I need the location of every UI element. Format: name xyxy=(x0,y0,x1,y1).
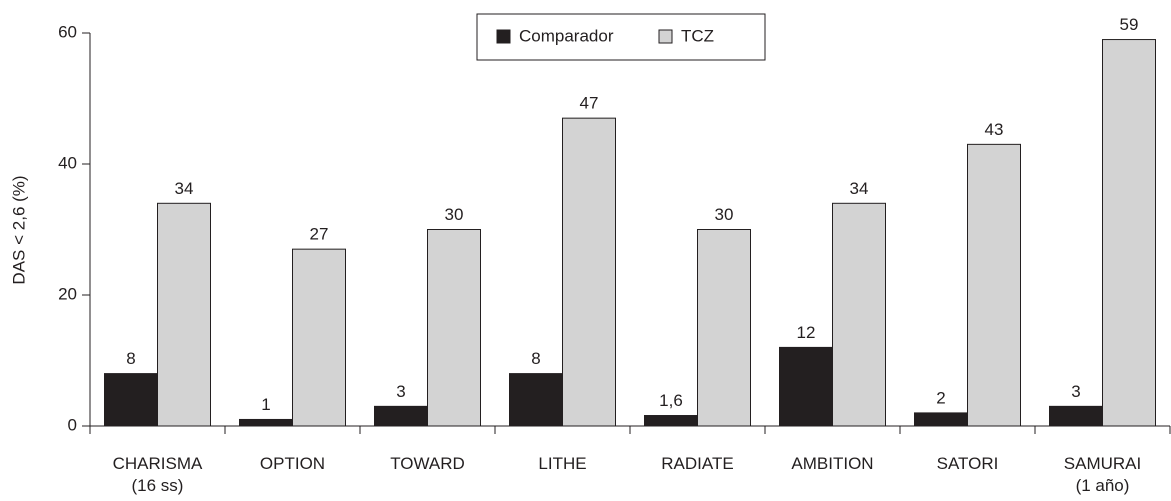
legend-swatch xyxy=(658,29,673,44)
legend-box xyxy=(476,13,766,61)
bar xyxy=(239,418,293,427)
value-label: 8 xyxy=(126,349,135,368)
bar xyxy=(644,415,698,427)
bar xyxy=(562,117,616,427)
y-tick-label: 60 xyxy=(58,22,77,41)
value-label: 2 xyxy=(936,388,945,407)
x-tick-label: CHARISMA (16 ss) xyxy=(112,454,203,495)
bar xyxy=(509,373,563,427)
value-label: 30 xyxy=(715,205,734,224)
value-label: 43 xyxy=(985,120,1004,139)
legend-label: TCZ xyxy=(681,26,714,45)
value-label: 12 xyxy=(797,323,816,342)
bar xyxy=(832,202,886,427)
value-label: 1 xyxy=(261,395,270,414)
bar xyxy=(157,202,211,427)
x-tick-label: TOWARD xyxy=(390,454,465,473)
y-axis-label: DAS < 2,6 (%) xyxy=(9,175,28,284)
value-label: 1,6 xyxy=(659,391,683,410)
bar xyxy=(427,229,481,427)
legend-label: Comparador xyxy=(519,26,614,45)
bar xyxy=(104,373,158,427)
bar xyxy=(292,248,346,427)
value-label: 34 xyxy=(850,179,869,198)
x-tick-label: OPTION xyxy=(259,454,326,473)
bar xyxy=(374,405,428,427)
value-label: 30 xyxy=(445,205,464,224)
bar xyxy=(967,143,1021,427)
y-tick-label: 40 xyxy=(58,153,77,172)
value-label: 3 xyxy=(396,382,405,401)
x-tick-label: AMBITION xyxy=(791,454,874,473)
bar xyxy=(779,346,833,427)
bar xyxy=(914,412,968,427)
x-tick-label: SATORI xyxy=(936,454,999,473)
value-label: 8 xyxy=(531,349,540,368)
x-tick-label: RADIATE xyxy=(661,454,734,473)
x-tick-label: LITHE xyxy=(538,454,587,473)
y-tick-label: 0 xyxy=(68,415,77,434)
bar xyxy=(1102,39,1156,427)
x-tick-label: SAMURAI (1 año) xyxy=(1063,454,1142,495)
bar xyxy=(1049,405,1103,427)
legend-swatch xyxy=(496,29,511,44)
y-tick-label: 20 xyxy=(58,284,77,303)
bar xyxy=(697,229,751,427)
value-label: 3 xyxy=(1071,382,1080,401)
value-label: 47 xyxy=(580,94,599,113)
value-label: 34 xyxy=(175,179,194,198)
value-label: 27 xyxy=(310,225,329,244)
value-label: 59 xyxy=(1120,15,1139,34)
